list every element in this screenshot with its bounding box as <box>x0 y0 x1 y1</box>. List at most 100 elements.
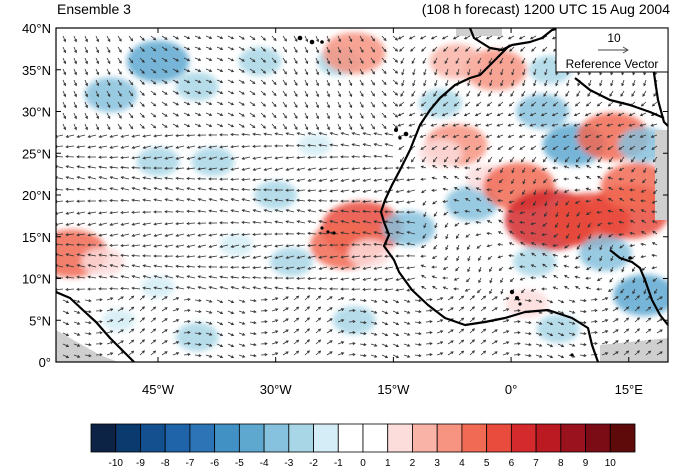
wind-vector-arrow <box>489 68 493 76</box>
wind-vector-arrow <box>142 254 152 258</box>
wind-vector-arrow <box>608 156 614 163</box>
wind-vector-arrow <box>607 288 614 292</box>
wind-vector-arrow <box>271 123 277 130</box>
wind-vector-arrow <box>563 165 570 169</box>
wind-vector-arrow <box>619 156 625 163</box>
wind-vector-arrow <box>453 287 460 291</box>
colorbar-label: 3 <box>434 458 440 469</box>
wind-vector-arrow <box>445 233 449 240</box>
wind-vector-arrow <box>359 331 367 336</box>
wind-vector-arrow <box>282 68 287 75</box>
wind-vector-arrow <box>329 220 339 224</box>
reference-vector-legend: 10 Reference Vector <box>555 27 669 73</box>
wind-vector-arrow <box>384 288 394 292</box>
wind-vector-arrow <box>307 231 317 235</box>
wind-vector-arrow <box>507 35 515 40</box>
wind-vector-arrow <box>395 254 405 258</box>
wind-vector-arrow <box>612 351 619 356</box>
wind-vector-arrow <box>175 156 185 160</box>
wind-vector-arrow <box>607 145 614 150</box>
wind-vector-arrow <box>285 178 295 182</box>
wind-vector-arrow <box>542 46 548 52</box>
wind-vector-arrow <box>423 211 427 218</box>
wind-vector-arrow <box>131 166 141 170</box>
wind-vector-arrow <box>260 90 267 96</box>
wind-vector-arrow <box>543 178 548 184</box>
wind-vector-arrow <box>296 220 306 224</box>
wind-vector-arrow <box>392 354 400 359</box>
wind-vector-arrow <box>241 233 251 237</box>
wind-vector-arrow <box>98 165 108 169</box>
wind-vector-arrow <box>508 210 515 214</box>
wind-vector-arrow <box>84 101 88 109</box>
wind-vector-arrow <box>285 255 295 259</box>
wind-vector-arrow <box>252 188 262 192</box>
wind-vector-arrow <box>420 254 427 258</box>
wind-vector-arrow <box>521 288 526 294</box>
wind-vector-arrow <box>412 79 416 87</box>
wind-vector-arrow <box>252 266 262 270</box>
lat-tick-label: 35°N <box>22 63 51 78</box>
wind-vector-arrow <box>194 35 202 39</box>
wind-vector-arrow <box>340 209 350 213</box>
wind-vector-arrow <box>293 68 298 75</box>
wind-vector-arrow <box>274 178 284 182</box>
wind-vector-arrow <box>73 310 81 314</box>
wind-vector-arrow <box>425 331 433 335</box>
wind-vector-arrow <box>425 309 433 313</box>
wind-vector-arrow <box>395 200 405 204</box>
wind-vector-arrow <box>652 277 658 282</box>
wind-vector-arrow <box>186 209 196 213</box>
wind-vector-arrow <box>142 145 152 149</box>
wind-vector-arrow <box>370 57 375 64</box>
wind-vector-arrow <box>238 101 245 106</box>
wind-vector-arrow <box>227 90 235 95</box>
wind-vector-arrow <box>651 266 658 270</box>
wind-vector-arrow <box>455 233 460 239</box>
wind-vector-arrow <box>84 343 92 347</box>
wind-vector-arrow <box>362 220 372 224</box>
wind-vector-arrow <box>109 275 119 279</box>
wind-vector-arrow <box>274 255 284 259</box>
wind-vector-arrow <box>458 339 465 345</box>
wind-vector-arrow <box>164 222 174 226</box>
wind-vector-arrow <box>634 339 640 345</box>
wind-vector-arrow <box>476 244 482 249</box>
wind-vector-arrow <box>186 145 196 149</box>
wind-vector-arrow <box>610 266 614 273</box>
wind-vector-arrow <box>194 68 202 72</box>
wind-vector-arrow <box>574 176 581 180</box>
wind-vector-arrow <box>296 143 306 148</box>
wind-vector-arrow <box>252 132 262 136</box>
wind-vector-arrow <box>128 57 134 64</box>
wind-vector-arrow <box>161 79 168 84</box>
wind-vector-arrow <box>318 167 328 171</box>
wind-vector-arrow <box>651 253 658 257</box>
wind-vector-arrow <box>340 266 350 270</box>
wind-vector-arrow <box>73 79 77 87</box>
wind-vector-arrow <box>249 90 256 96</box>
wind-vector-arrow <box>629 198 636 202</box>
wind-vector-arrow <box>216 310 224 315</box>
wind-vector-arrow <box>172 352 180 356</box>
wind-vector-arrow <box>488 57 493 65</box>
wind-vector-arrow <box>73 332 81 336</box>
wind-vector-arrow <box>241 156 251 160</box>
wind-vector-arrow <box>205 321 213 325</box>
wind-vector-arrow <box>98 134 108 138</box>
wind-vector-arrow <box>249 123 256 129</box>
wind-vector-arrow <box>84 354 92 358</box>
colorbar-swatch <box>461 423 488 453</box>
wind-vector-arrow <box>293 306 300 312</box>
wind-vector-arrow <box>120 198 130 202</box>
wind-vector-arrow <box>412 68 416 76</box>
wind-vector-arrow <box>579 298 587 303</box>
wind-vector-arrow <box>384 154 394 158</box>
wind-vector-arrow <box>219 286 229 290</box>
colorbar-swatch <box>164 423 191 453</box>
wind-vector-arrow <box>318 220 328 224</box>
wind-vector-arrow <box>585 145 592 150</box>
panel-title: Ensemble 3 <box>57 1 131 17</box>
wind-vector-arrow <box>359 35 364 42</box>
wind-vector-arrow <box>65 199 75 203</box>
